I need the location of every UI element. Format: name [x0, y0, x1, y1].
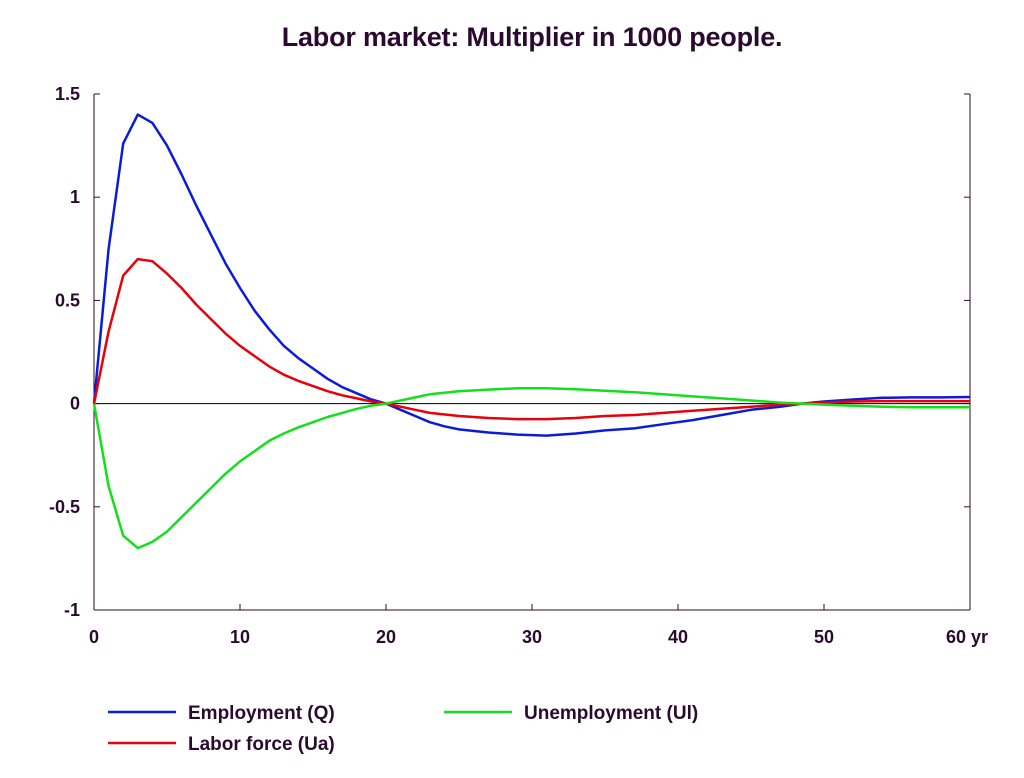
x-tick-label: 30: [522, 627, 542, 647]
legend-label-1: Labor force (Ua): [188, 734, 335, 755]
x-tick-label: 10: [230, 627, 250, 647]
series-line-2: [92, 387, 970, 550]
legend-label-0: Employment (Q): [188, 703, 335, 724]
x-tick-label: 0: [89, 627, 99, 647]
x-tick-label: 60 yr: [946, 627, 988, 647]
series-line-0: [92, 113, 971, 437]
series-lines: [92, 113, 971, 550]
legend-label-2: Unemployment (Ul): [524, 703, 698, 724]
y-tick-label: 0.5: [55, 290, 80, 310]
legend: Employment (Q) Labor force (Ua) Unemployme…: [108, 703, 698, 755]
y-tick-label: -1: [64, 600, 80, 620]
y-tick-label: 1.5: [55, 84, 80, 104]
y-tick-label: 0: [70, 394, 80, 414]
axes: 1.5 1 0.5 0 -0.5 -1 0 10 20 30 40 50 60 yr: [49, 84, 988, 647]
chart-title: Labor market: Multiplier in 1000 people.: [281, 22, 783, 52]
y-tick-label: 1: [70, 187, 80, 207]
y-tick-label: -0.5: [49, 497, 80, 517]
x-tick-label: 20: [376, 627, 396, 647]
x-tick-label: 50: [814, 627, 834, 647]
x-tick-label: 40: [668, 627, 688, 647]
series-line-1: [92, 257, 970, 421]
